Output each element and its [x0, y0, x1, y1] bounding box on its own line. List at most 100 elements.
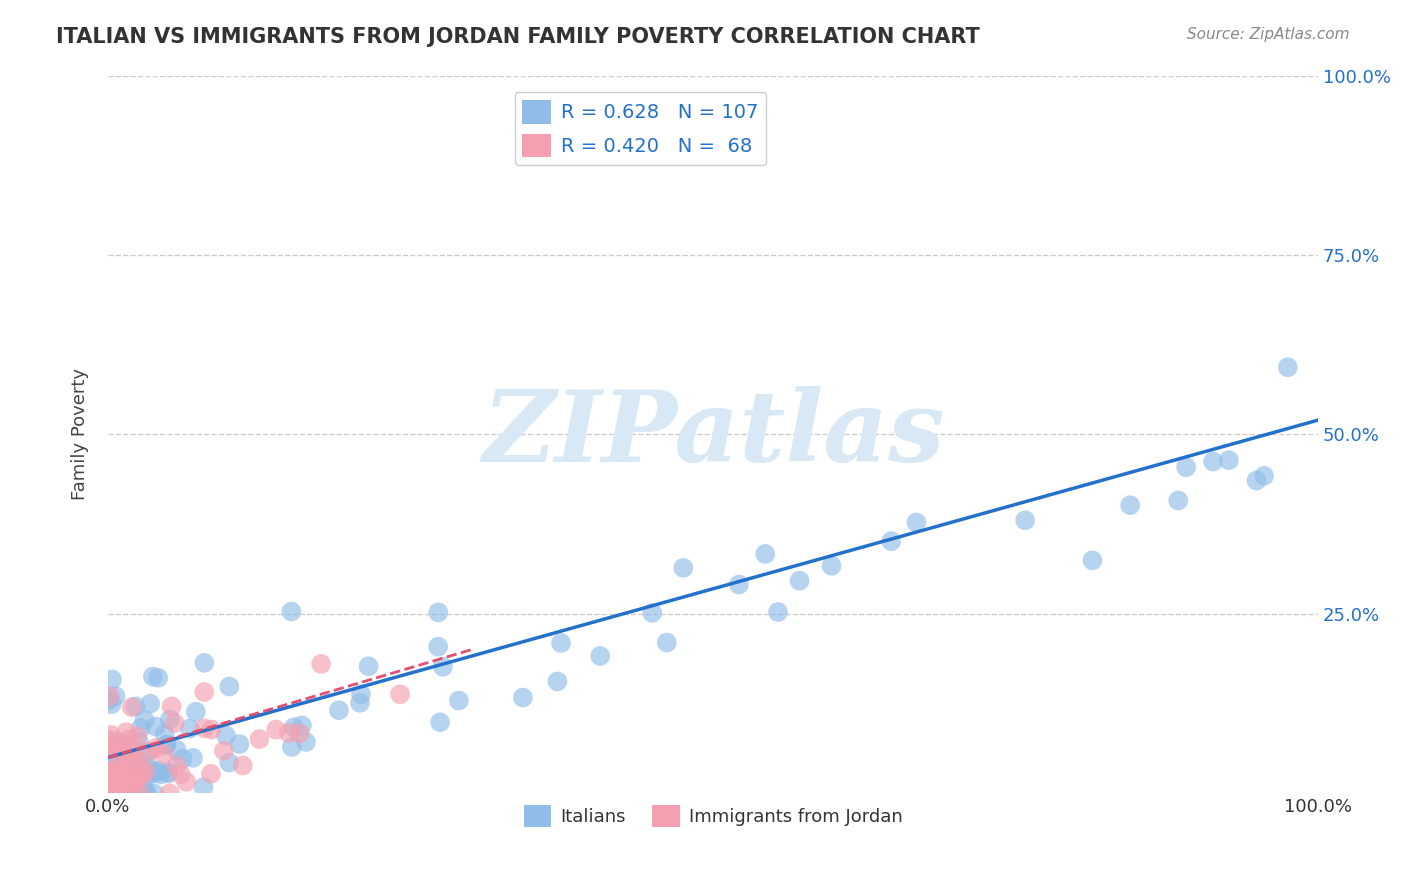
Italians: [295, 735, 318, 749]
Immigrants from Jordan: [174, 774, 197, 789]
Italians: [150, 767, 173, 781]
Italians: [121, 740, 143, 755]
Italians: [281, 739, 304, 754]
Italians: [218, 680, 240, 694]
Italians: [820, 558, 842, 573]
Text: ITALIAN VS IMMIGRANTS FROM JORDAN FAMILY POVERTY CORRELATION CHART: ITALIAN VS IMMIGRANTS FROM JORDAN FAMILY…: [56, 27, 980, 46]
Italians: [138, 768, 160, 782]
Italians: [98, 783, 121, 797]
Italians: [193, 780, 215, 794]
Italians: [104, 779, 127, 793]
Italians: [280, 605, 302, 619]
Italians: [1119, 498, 1142, 512]
Italians: [110, 736, 132, 750]
Immigrants from Jordan: [134, 764, 156, 778]
Italians: [215, 729, 238, 743]
Immigrants from Jordan: [115, 752, 138, 766]
Immigrants from Jordan: [97, 732, 120, 747]
Immigrants from Jordan: [101, 783, 124, 797]
Immigrants from Jordan: [103, 739, 125, 754]
Immigrants from Jordan: [98, 779, 121, 793]
Italians: [291, 718, 314, 732]
Italians: [1202, 454, 1225, 468]
Italians: [512, 690, 534, 705]
Italians: [1014, 513, 1036, 527]
Italians: [111, 767, 134, 781]
Immigrants from Jordan: [389, 687, 412, 701]
Italians: [166, 743, 188, 757]
Italians: [155, 738, 177, 752]
Italians: [1175, 460, 1198, 475]
Immigrants from Jordan: [193, 685, 215, 699]
Immigrants from Jordan: [124, 776, 146, 790]
Immigrants from Jordan: [212, 744, 235, 758]
Italians: [157, 766, 180, 780]
Italians: [546, 674, 568, 689]
Immigrants from Jordan: [107, 764, 129, 779]
Italians: [101, 673, 124, 687]
Italians: [153, 727, 176, 741]
Immigrants from Jordan: [163, 716, 186, 731]
Immigrants from Jordan: [110, 772, 132, 786]
Italians: [98, 693, 121, 707]
Italians: [120, 743, 142, 757]
Immigrants from Jordan: [104, 737, 127, 751]
Italians: [111, 758, 134, 772]
Immigrants from Jordan: [98, 739, 121, 753]
Italians: [135, 757, 157, 772]
Y-axis label: Family Poverty: Family Poverty: [72, 368, 89, 500]
Italians: [1253, 468, 1275, 483]
Immigrants from Jordan: [200, 723, 222, 737]
Italians: [143, 764, 166, 779]
Italians: [159, 713, 181, 727]
Italians: [111, 786, 134, 800]
Italians: [1277, 360, 1299, 375]
Italians: [172, 752, 194, 766]
Italians: [142, 669, 165, 683]
Immigrants from Jordan: [200, 767, 222, 781]
Italians: [128, 735, 150, 749]
Italians: [429, 715, 451, 730]
Immigrants from Jordan: [128, 759, 150, 773]
Immigrants from Jordan: [118, 732, 141, 747]
Immigrants from Jordan: [97, 771, 120, 785]
Immigrants from Jordan: [107, 786, 129, 800]
Text: Source: ZipAtlas.com: Source: ZipAtlas.com: [1187, 27, 1350, 42]
Immigrants from Jordan: [165, 759, 187, 773]
Italians: [228, 737, 250, 751]
Immigrants from Jordan: [107, 759, 129, 773]
Italians: [181, 751, 204, 765]
Immigrants from Jordan: [120, 786, 142, 800]
Italians: [118, 764, 141, 778]
Italians: [129, 786, 152, 800]
Italians: [193, 656, 215, 670]
Italians: [179, 722, 201, 736]
Immigrants from Jordan: [115, 725, 138, 739]
Italians: [104, 772, 127, 787]
Immigrants from Jordan: [232, 758, 254, 772]
Italians: [1218, 453, 1240, 467]
Immigrants from Jordan: [107, 764, 129, 778]
Italians: [124, 783, 146, 797]
Italians: [283, 720, 305, 734]
Immigrants from Jordan: [124, 748, 146, 763]
Italians: [124, 699, 146, 714]
Italians: [135, 746, 157, 760]
Italians: [432, 659, 454, 673]
Italians: [589, 648, 612, 663]
Immigrants from Jordan: [100, 728, 122, 742]
Italians: [655, 635, 678, 649]
Italians: [427, 640, 450, 654]
Immigrants from Jordan: [127, 765, 149, 780]
Italians: [139, 697, 162, 711]
Immigrants from Jordan: [100, 765, 122, 780]
Italians: [97, 786, 120, 800]
Immigrants from Jordan: [110, 786, 132, 800]
Italians: [328, 703, 350, 717]
Immigrants from Jordan: [169, 767, 191, 781]
Immigrants from Jordan: [121, 751, 143, 765]
Italians: [129, 721, 152, 735]
Italians: [114, 757, 136, 772]
Immigrants from Jordan: [160, 699, 183, 714]
Italians: [447, 693, 470, 707]
